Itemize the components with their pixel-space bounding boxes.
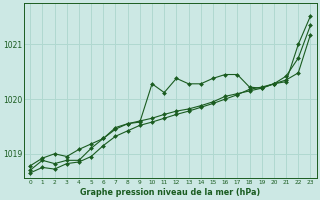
X-axis label: Graphe pression niveau de la mer (hPa): Graphe pression niveau de la mer (hPa) bbox=[80, 188, 260, 197]
